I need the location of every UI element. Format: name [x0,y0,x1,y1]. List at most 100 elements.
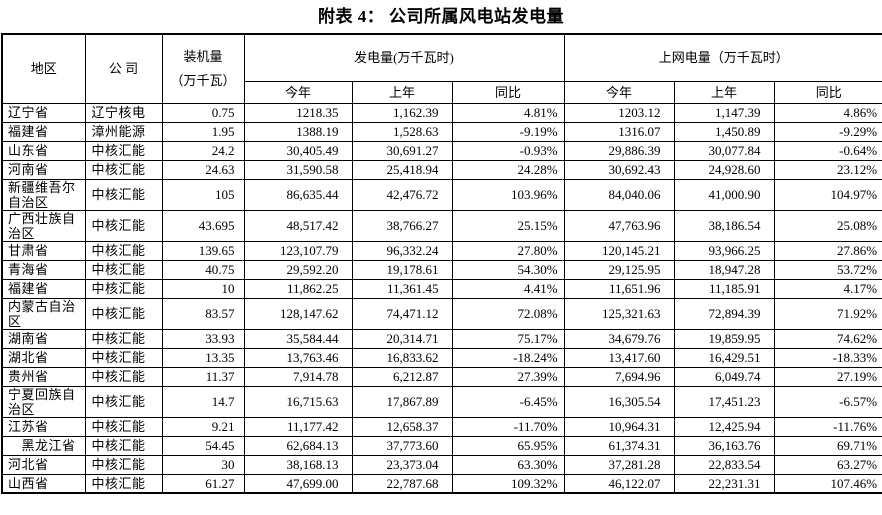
cell-capacity: 11.37 [161,366,245,387]
cell-company: 中核汇能 [84,297,163,330]
cell-generation-last-year: 16,833.62 [351,347,453,368]
cell-ongrid-this-year: 84,040.06 [563,178,675,211]
cell-generation-this-year: 11,862.25 [243,278,353,299]
cell-generation-last-year: 1,528.63 [351,121,453,142]
cell-generation-this-year: 48,517.42 [243,209,353,242]
cell-company: 中核汇能 [84,347,163,368]
cell-ongrid-yoy: -11.76% [773,416,882,437]
cell-ongrid-last-year: 11,185.91 [673,278,775,299]
cell-ongrid-this-year: 29,886.39 [563,140,675,161]
table-row: 山西省 中核汇能 61.27 47,699.00 22,787.68 109.32% 46,… [1,473,882,494]
subheader-ongrid-last-year: 上年 [673,80,775,104]
cell-ongrid-last-year: 22,231.31 [673,473,775,494]
cell-region: 山东省 [1,140,86,161]
cell-ongrid-yoy: 74.62% [773,328,882,349]
cell-ongrid-last-year: 6,049.74 [673,366,775,387]
header-company: 公 司 [84,33,163,104]
cell-generation-this-year: 1218.35 [243,102,353,123]
header-ongrid-group: 上网电量（万千瓦时） [563,33,882,82]
cell-region: 河南省 [1,159,86,180]
cell-ongrid-this-year: 29,125.95 [563,259,675,280]
cell-capacity: 43.695 [161,209,245,242]
cell-company: 中核汇能 [84,159,163,180]
cell-generation-last-year: 20,314.71 [351,328,453,349]
cell-capacity: 83.57 [161,297,245,330]
cell-generation-yoy: -6.45% [451,385,565,418]
cell-generation-yoy: -11.70% [451,416,565,437]
cell-generation-yoy: 65.95% [451,435,565,456]
cell-generation-yoy: 54.30% [451,259,565,280]
cell-ongrid-last-year: 16,429.51 [673,347,775,368]
cell-generation-this-year: 62,684.13 [243,435,353,456]
cell-ongrid-yoy: 23.12% [773,159,882,180]
cell-company: 中核汇能 [84,454,163,475]
cell-region: 青海省 [1,259,86,280]
cell-ongrid-this-year: 11,651.96 [563,278,675,299]
table-header: 地区 公 司 装机量 （万千瓦） 发电量(万千瓦时) 上网电量（万千瓦时） 今年… [1,33,882,104]
cell-generation-last-year: 19,178.61 [351,259,453,280]
cell-capacity: 30 [161,454,245,475]
table-row: 甘肃省 中核汇能 139.65 123,107.79 96,332.24 27.80% 12… [1,240,882,261]
cell-ongrid-this-year: 13,417.60 [563,347,675,368]
cell-company: 中核汇能 [84,259,163,280]
cell-ongrid-yoy: 107.46% [773,473,882,494]
cell-company: 中核汇能 [84,240,163,261]
cell-generation-last-year: 96,332.24 [351,240,453,261]
cell-ongrid-yoy: 63.27% [773,454,882,475]
cell-generation-yoy: 63.30% [451,454,565,475]
cell-ongrid-this-year: 46,122.07 [563,473,675,494]
table-body: 辽宁省 辽宁核电 0.75 1218.35 1,162.39 4.81% 1203.12 1,… [1,102,882,494]
cell-ongrid-this-year: 30,692.43 [563,159,675,180]
cell-ongrid-yoy: 25.08% [773,209,882,242]
cell-company: 辽宁核电 [84,102,163,123]
cell-ongrid-this-year: 34,679.76 [563,328,675,349]
cell-region: 福建省 [1,278,86,299]
cell-capacity: 139.65 [161,240,245,261]
cell-capacity: 14.7 [161,385,245,418]
cell-generation-yoy: 27.80% [451,240,565,261]
cell-capacity: 0.75 [161,102,245,123]
cell-generation-this-year: 128,147.62 [243,297,353,330]
cell-capacity: 40.75 [161,259,245,280]
table-row: 湖南省 中核汇能 33.93 35,584.44 20,314.71 75.17% 34,6… [1,328,882,349]
cell-capacity: 54.45 [161,435,245,456]
cell-region: 宁夏回族自 治区 [1,385,86,418]
cell-ongrid-this-year: 10,964.31 [563,416,675,437]
table-row: 河北省 中核汇能 30 38,168.13 23,373.04 63.30% 37,281.… [1,454,882,475]
cell-company: 中核汇能 [84,435,163,456]
cell-region: 辽宁省 [1,102,86,123]
table-title: 附表 4： 公司所属风电站发电量 [318,7,564,26]
wind-power-generation-table: 地区 公 司 装机量 （万千瓦） 发电量(万千瓦时) 上网电量（万千瓦时） 今年… [1,33,882,494]
header-region: 地区 [1,33,86,104]
table-row: 山东省 中核汇能 24.2 30,405.49 30,691.27 -0.93% 29,88… [1,140,882,161]
cell-generation-last-year: 23,373.04 [351,454,453,475]
cell-generation-yoy: -0.93% [451,140,565,161]
cell-ongrid-yoy: 53.72% [773,259,882,280]
cell-ongrid-last-year: 30,077.84 [673,140,775,161]
cell-generation-this-year: 38,168.13 [243,454,353,475]
cell-ongrid-this-year: 16,305.54 [563,385,675,418]
cell-generation-this-year: 13,763.46 [243,347,353,368]
cell-ongrid-last-year: 12,425.94 [673,416,775,437]
cell-ongrid-yoy: -0.64% [773,140,882,161]
cell-generation-this-year: 29,592.20 [243,259,353,280]
cell-company: 中核汇能 [84,366,163,387]
cell-generation-last-year: 42,476.72 [351,178,453,211]
cell-ongrid-yoy: 27.19% [773,366,882,387]
cell-region: 贵州省 [1,366,86,387]
cell-capacity: 24.2 [161,140,245,161]
cell-generation-this-year: 11,177.42 [243,416,353,437]
cell-ongrid-yoy: 4.17% [773,278,882,299]
cell-ongrid-yoy: -18.33% [773,347,882,368]
cell-capacity: 10 [161,278,245,299]
cell-generation-yoy: -9.19% [451,121,565,142]
cell-ongrid-last-year: 93,966.25 [673,240,775,261]
cell-generation-last-year: 6,212.87 [351,366,453,387]
cell-ongrid-this-year: 1203.12 [563,102,675,123]
table-row: 广西壮族自 治区 中核汇能 43.695 48,517.42 38,766.27 25.1… [1,209,882,242]
cell-company: 中核汇能 [84,385,163,418]
cell-ongrid-this-year: 120,145.21 [563,240,675,261]
cell-generation-yoy: 103.96% [451,178,565,211]
cell-generation-this-year: 86,635.44 [243,178,353,211]
cell-ongrid-last-year: 17,451.23 [673,385,775,418]
